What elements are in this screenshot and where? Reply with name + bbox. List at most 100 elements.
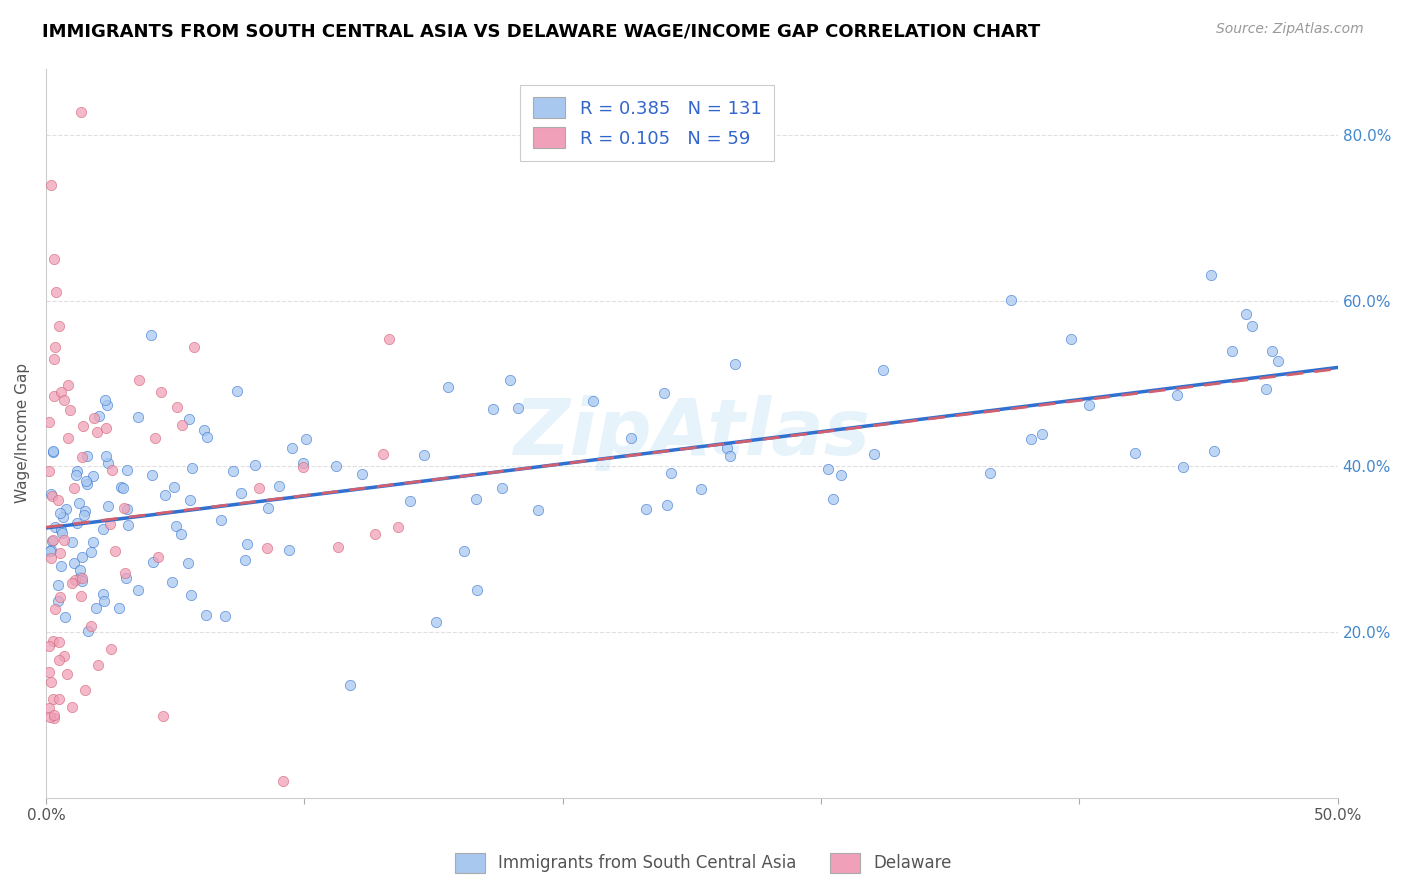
Point xyxy=(73,504,96,518)
Point xyxy=(281,441,304,455)
Point xyxy=(39,543,62,558)
Point xyxy=(277,542,299,557)
Point xyxy=(39,178,62,192)
Point xyxy=(70,571,93,585)
Point xyxy=(817,462,839,476)
Point xyxy=(166,400,188,414)
Point xyxy=(76,624,98,638)
Point xyxy=(96,449,118,463)
Point xyxy=(63,481,86,495)
Point xyxy=(193,423,215,437)
Point xyxy=(179,493,201,508)
Point xyxy=(1267,354,1289,368)
Point xyxy=(91,522,114,536)
Point xyxy=(87,409,110,423)
Point xyxy=(38,415,60,429)
Point xyxy=(97,500,120,514)
Point xyxy=(112,481,135,495)
Point xyxy=(170,417,193,432)
Point xyxy=(69,570,91,584)
Point xyxy=(39,551,62,566)
Point xyxy=(82,535,104,549)
Point xyxy=(1019,432,1042,446)
Point xyxy=(141,467,163,482)
Point xyxy=(1166,387,1188,401)
Point xyxy=(49,591,72,605)
Point xyxy=(112,500,135,515)
Point xyxy=(60,534,83,549)
Point xyxy=(63,556,86,570)
Point xyxy=(76,476,98,491)
Point xyxy=(339,678,361,692)
Point xyxy=(42,445,65,459)
Point xyxy=(51,384,73,399)
Point xyxy=(51,525,73,540)
Point xyxy=(79,618,101,632)
Point xyxy=(70,589,93,603)
Point xyxy=(399,494,422,508)
Point xyxy=(41,533,63,548)
Point xyxy=(267,479,290,493)
Point xyxy=(1234,307,1257,321)
Point xyxy=(233,553,256,567)
Point xyxy=(80,545,103,559)
Point xyxy=(170,527,193,541)
Point xyxy=(110,481,132,495)
Point xyxy=(44,340,66,354)
Point xyxy=(42,711,65,725)
Point xyxy=(58,403,80,417)
Point xyxy=(115,571,138,585)
Point xyxy=(82,468,104,483)
Point xyxy=(716,441,738,455)
Point xyxy=(652,386,675,401)
Point xyxy=(634,502,657,516)
Point xyxy=(41,634,63,648)
Point xyxy=(104,544,127,558)
Legend: R = 0.385   N = 131, R = 0.105   N = 59: R = 0.385 N = 131, R = 0.105 N = 59 xyxy=(520,85,775,161)
Point xyxy=(96,398,118,412)
Point xyxy=(44,520,66,534)
Point xyxy=(75,475,97,489)
Point xyxy=(55,502,77,516)
Point xyxy=(46,492,69,507)
Point xyxy=(98,516,121,531)
Point xyxy=(62,575,84,590)
Point xyxy=(42,252,65,267)
Point xyxy=(56,377,79,392)
Point xyxy=(1031,427,1053,442)
Point xyxy=(69,562,91,576)
Point xyxy=(465,492,488,507)
Point xyxy=(1202,443,1225,458)
Point xyxy=(437,380,460,394)
Point xyxy=(41,488,63,502)
Point xyxy=(718,449,741,463)
Point xyxy=(229,486,252,500)
Point xyxy=(482,402,505,417)
Point xyxy=(162,574,184,589)
Point xyxy=(506,401,529,415)
Point xyxy=(49,523,72,537)
Point xyxy=(72,550,94,565)
Point xyxy=(38,463,60,477)
Point xyxy=(69,105,91,120)
Point xyxy=(51,559,73,574)
Point xyxy=(83,411,105,425)
Point xyxy=(350,467,373,481)
Point xyxy=(1060,333,1083,347)
Point xyxy=(292,456,315,470)
Point xyxy=(979,466,1001,480)
Point xyxy=(620,431,643,445)
Point xyxy=(271,774,294,789)
Point xyxy=(326,541,349,555)
Point xyxy=(222,464,245,478)
Point xyxy=(39,487,62,501)
Text: IMMIGRANTS FROM SOUTH CENTRAL ASIA VS DELAWARE WAGE/INCOME GAP CORRELATION CHART: IMMIGRANTS FROM SOUTH CENTRAL ASIA VS DE… xyxy=(42,22,1040,40)
Point xyxy=(45,285,67,300)
Point xyxy=(180,588,202,602)
Point xyxy=(378,332,401,346)
Point xyxy=(1000,293,1022,307)
Point xyxy=(165,519,187,533)
Point xyxy=(94,421,117,435)
Point xyxy=(39,675,62,690)
Point xyxy=(143,431,166,445)
